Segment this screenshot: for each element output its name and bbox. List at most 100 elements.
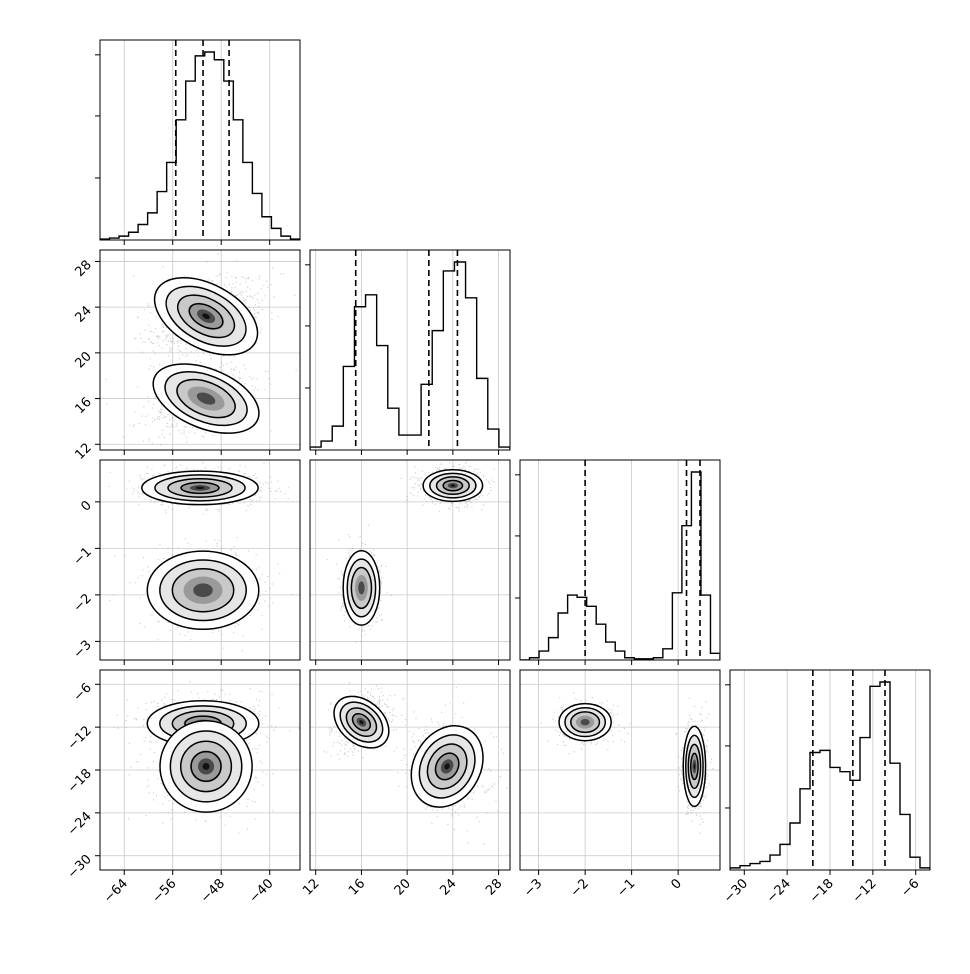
x-tick-label: −48 [198, 876, 228, 906]
contour-line [422, 469, 484, 503]
contour-line [180, 481, 220, 495]
contour-line [159, 719, 253, 813]
y-tick-label: 24 [73, 303, 95, 325]
density-fill [358, 581, 365, 595]
contour-line [333, 695, 390, 749]
y-tick-label: 0 [78, 498, 94, 514]
x-tick-label: −12 [850, 876, 880, 906]
x-tick-label: 28 [483, 876, 505, 898]
axes-frame [99, 39, 301, 241]
contour-line [687, 743, 702, 790]
contour-line [177, 294, 236, 339]
scatter-panel-2-0: −3 −2 −1 0 [71, 459, 301, 665]
x-tick-label: −30 [721, 876, 751, 906]
density-fill [450, 484, 456, 487]
histogram-panel-1 [305, 249, 511, 455]
axes-frame [309, 459, 511, 661]
contour-line [179, 740, 233, 793]
contour-line [169, 730, 243, 803]
x-tick-label: 20 [392, 876, 414, 898]
panel-content [326, 460, 495, 643]
x-tick-label: −2 [568, 876, 592, 900]
y-tick-label: −12 [65, 723, 95, 753]
y-tick-label: −24 [65, 809, 95, 839]
y-tick-label: −1 [71, 545, 95, 569]
density-fill [580, 718, 590, 726]
scatter-panel-3-2: −3 −2 −1 0 [519, 669, 721, 900]
contour-line [418, 734, 476, 799]
contour-line [690, 752, 699, 781]
histogram-line [730, 681, 930, 870]
x-tick-label: −40 [247, 876, 277, 906]
y-tick-label: −3 [71, 638, 95, 662]
density-fill [359, 720, 364, 725]
contour-line [350, 566, 373, 610]
y-tick-label: 16 [73, 395, 95, 417]
x-tick-label: −18 [807, 876, 837, 906]
density-fill [693, 763, 696, 770]
contour-line [141, 470, 259, 506]
x-tick-label: 24 [437, 876, 459, 898]
axes-frame [309, 669, 511, 871]
contour-line [146, 550, 260, 631]
density-fill [444, 763, 450, 770]
x-tick-label: −6 [898, 876, 922, 900]
axes-frame [99, 459, 301, 661]
contour-line [345, 707, 378, 738]
contour-line [176, 378, 236, 419]
scatter-panel-3-0: −64 −56 −48 −40 −30 −24 −18 −12 −6 [65, 669, 301, 906]
x-tick-label: −1 [614, 876, 638, 900]
y-tick-label: 20 [73, 349, 95, 371]
density-fill [195, 486, 205, 490]
x-tick-label: 12 [300, 876, 322, 898]
panel-content [323, 682, 508, 845]
y-tick-label: −30 [65, 852, 95, 882]
panel-content [540, 692, 714, 834]
y-tick-label: −18 [65, 766, 95, 796]
contour-line [410, 725, 484, 808]
panel-content [108, 462, 293, 652]
contour-line [346, 558, 377, 618]
contour-line [351, 713, 372, 732]
axes-frame [519, 459, 721, 661]
x-tick-label: 0 [669, 876, 685, 892]
contour-line [435, 476, 470, 496]
contour-line [164, 371, 248, 427]
contour-line [165, 285, 247, 347]
y-tick-label: 12 [73, 441, 95, 463]
scatter-panel-2-1 [309, 459, 511, 665]
contour-line [159, 559, 247, 622]
contour-line [188, 303, 224, 330]
axes-frame [99, 249, 301, 451]
y-tick-label: −2 [71, 591, 95, 615]
contour-line [167, 477, 233, 498]
contour-line [685, 734, 704, 799]
contour-line [342, 549, 381, 626]
x-tick-label: −56 [150, 876, 180, 906]
panel-content [113, 681, 300, 834]
scatter-panel-1-0: 12 16 20 24 28 [73, 249, 301, 463]
density-fill [202, 313, 210, 320]
density-fill [193, 583, 213, 598]
scatter-panel-3-1: 12 16 20 24 28 [300, 669, 511, 899]
histogram-line [310, 261, 510, 450]
density-fill [196, 392, 216, 405]
histogram-panel-3: −30 −24 −18 −12 −6 [721, 669, 931, 906]
contour-line [426, 743, 468, 790]
contour-line [558, 702, 612, 742]
contour-line [570, 711, 601, 734]
axes-frame [519, 669, 721, 871]
contour-line [429, 472, 477, 499]
contour-line [152, 363, 260, 434]
panel-content [105, 253, 297, 446]
x-tick-label: 16 [346, 876, 368, 898]
histogram-panel-2 [515, 459, 721, 665]
contour-line [153, 277, 259, 356]
histogram-line [520, 471, 720, 660]
y-tick-label: 28 [73, 258, 95, 280]
contour-line [442, 479, 464, 492]
contour-line [682, 725, 707, 808]
contour-line [564, 707, 607, 738]
